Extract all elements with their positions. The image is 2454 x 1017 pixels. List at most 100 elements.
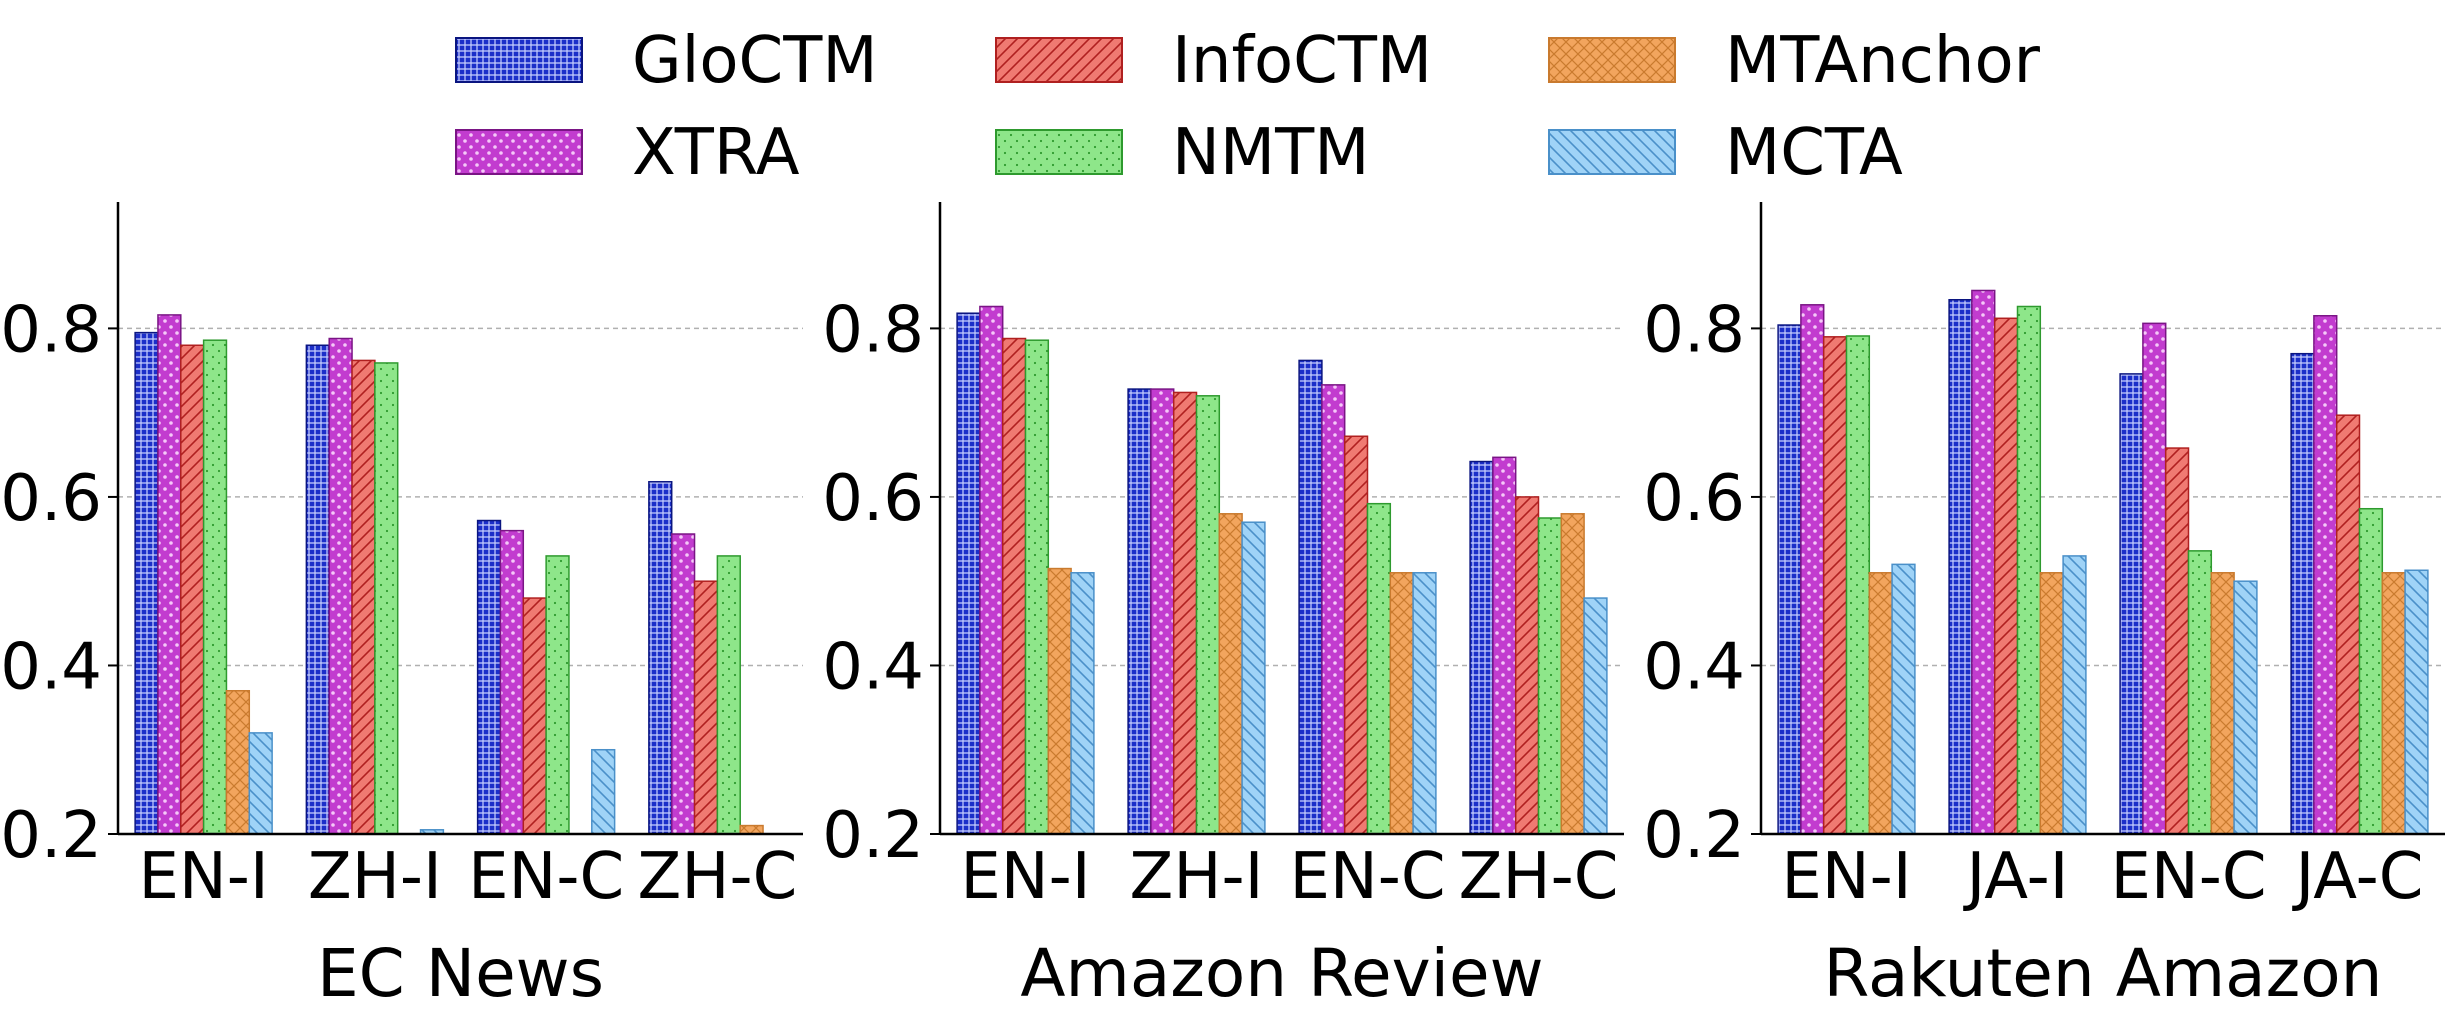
bar-amazon-review-mtanchor-zh-i (1218, 513, 1243, 835)
bar-amazon-review-infoctm-en-c (1343, 435, 1369, 835)
x-tick-label: JA-C (2292, 840, 2424, 914)
bar-ec-news-infoctm-en-c (522, 597, 547, 835)
bar-ec-news-gloctm-zh-c (648, 481, 673, 835)
legend-label-gloctm: GloCTM (632, 24, 878, 98)
legend-swatch-nmtm (995, 129, 1123, 175)
bar-rakuten-amazon-gloctm-en-i (1777, 324, 1802, 835)
bar-amazon-review-xtra-en-c (1321, 384, 1346, 835)
chart-panels: 0.20.40.60.8EN-I ZH-I EN-C ZH-CEC News0.20.… (0, 202, 2445, 1012)
x-tick-label: ZH-I (1130, 840, 1264, 914)
bar-amazon-review-infoctm-en-i (1001, 337, 1027, 835)
x-tick-label: JA-I (1962, 840, 2068, 914)
legend-label-xtra: XTRA (632, 116, 800, 190)
bar-ec-news-xtra-zh-c (670, 533, 696, 835)
bar-rakuten-amazon-xtra-en-c (2142, 322, 2167, 835)
bar-amazon-review-xtra-en-i (979, 305, 1004, 835)
bar-ec-news-nmtm-zh-c (716, 555, 741, 835)
legend-item-nmtm: NMTM (995, 116, 1369, 190)
bar-rakuten-amazon-nmtm-ja-c (2358, 507, 2384, 835)
bar-amazon-review-nmtm-en-i (1024, 339, 1050, 835)
legend-swatch-mcta (1548, 129, 1676, 175)
bar-rakuten-amazon-mcta-en-i (1891, 563, 1916, 835)
y-tick-label: 0.8 (0, 293, 102, 367)
y-tick-label: 0.8 (822, 293, 924, 367)
bar-amazon-review-nmtm-zh-c (1537, 517, 1563, 835)
bar-ec-news-infoctm-en-i (180, 344, 205, 835)
bar-amazon-review-mcta-en-c (1412, 572, 1437, 835)
bar-rakuten-amazon-xtra-en-i (1800, 304, 1825, 835)
x-tick-label: ZH-C (638, 840, 798, 914)
legend-item-gloctm: GloCTM (455, 24, 878, 98)
x-tick-label: EN-C (1289, 840, 1445, 914)
legend-label-mtanchor: MTAnchor (1725, 24, 2041, 98)
y-tick-label: 0.4 (822, 630, 924, 704)
bar-ec-news-mcta-en-i (248, 732, 273, 835)
bar-ec-news-mtanchor-zh-c (739, 824, 764, 835)
bar-amazon-review-nmtm-en-c (1366, 502, 1392, 835)
bar-amazon-review-infoctm-zh-i (1172, 391, 1198, 835)
bar-amazon-review-gloctm-en-c (1298, 359, 1323, 835)
legend: GloCTM InfoCTM MTAnchor XTRA NMTM MCTA (455, 24, 2041, 190)
y-tick-label: 0.6 (1643, 462, 1745, 536)
bar-ec-news-gloctm-en-c (476, 519, 502, 835)
bar-amazon-review-mtanchor-en-c (1389, 572, 1414, 835)
bar-amazon-review-mcta-zh-c (1583, 597, 1608, 835)
panel-ec-news: 0.2 0.4 0.6 0.8 EN-I ZH-I EN-C ZH-C EC News (0, 202, 803, 1012)
bar-rakuten-amazon-mcta-ja-c (2404, 569, 2429, 835)
y-tick-label: 0.6 (0, 462, 102, 536)
bar-ec-news-gloctm-zh-i (305, 344, 330, 835)
x-tick-label: EN-I (960, 840, 1090, 914)
panel-title: Amazon Review (1020, 935, 1543, 1012)
legend-swatch-mtanchor (1548, 37, 1676, 83)
bar-rakuten-amazon-mcta-ja-i (2062, 555, 2087, 835)
bar-ec-news-xtra-zh-i (328, 337, 353, 835)
x-tick-label: EN-I (138, 840, 268, 914)
panel-title: Rakuten Amazon (1824, 935, 2383, 1012)
legend-label-mcta: MCTA (1725, 116, 1903, 190)
y-tick-label: 0.2 (0, 799, 102, 873)
bar-amazon-review-infoctm-zh-c (1514, 496, 1540, 835)
bar-ec-news-infoctm-zh-i (351, 359, 376, 835)
panel-title: EC News (317, 935, 604, 1012)
bar-ec-news-nmtm-zh-i (374, 362, 399, 835)
bar-amazon-review-mcta-zh-i (1241, 521, 1266, 835)
y-tick-label: 0.4 (1643, 630, 1745, 704)
y-tick-label: 0.8 (1643, 293, 1745, 367)
bar-rakuten-amazon-mcta-en-c (2233, 580, 2258, 835)
x-tick-label: EN-I (1781, 840, 1911, 914)
bar-amazon-review-gloctm-en-i (956, 312, 981, 835)
bar-rakuten-amazon-infoctm-en-i (1822, 336, 1848, 835)
legend-item-mcta: MCTA (1548, 116, 1903, 190)
x-tick-label: ZH-C (1459, 840, 1619, 914)
x-tick-label: EN-C (2110, 840, 2266, 914)
bar-rakuten-amazon-mtanchor-en-i (1868, 572, 1893, 835)
bar-rakuten-amazon-xtra-ja-c (2313, 315, 2338, 835)
x-tick-label: ZH-I (308, 840, 442, 914)
bar-amazon-review-gloctm-zh-c (1469, 460, 1494, 835)
legend-swatch-xtra (455, 129, 583, 175)
bar-ec-news-gloctm-en-i (134, 331, 159, 835)
bar-amazon-review-xtra-zh-c (1492, 456, 1517, 835)
y-tick-label: 0.2 (822, 799, 924, 873)
bar-rakuten-amazon-infoctm-ja-c (2335, 414, 2361, 835)
bar-rakuten-amazon-nmtm-en-i (1845, 335, 1871, 835)
bar-ec-news-mtanchor-en-i (225, 689, 251, 835)
legend-item-infoctm: InfoCTM (995, 24, 1432, 98)
bar-amazon-review-xtra-zh-i (1150, 388, 1175, 835)
legend-item-xtra: XTRA (455, 116, 800, 190)
bar-rakuten-amazon-mtanchor-ja-i (2039, 572, 2064, 835)
legend-item-mtanchor: MTAnchor (1548, 24, 2041, 98)
bar-amazon-review-gloctm-zh-i (1127, 388, 1152, 835)
panel-amazon-review: 0.2 0.4 0.6 0.8 EN-I ZH-I EN-C ZH-C Amazon Revie… (822, 202, 1624, 1012)
bar-amazon-review-mtanchor-en-i (1047, 567, 1072, 835)
legend-label-nmtm: NMTM (1172, 116, 1369, 190)
legend-label-infoctm: InfoCTM (1172, 24, 1432, 98)
panel-rakuten-amazon: 0.2 0.4 0.6 0.8 EN-I JA-I EN-C JA-C Rakuten Amaz… (1643, 202, 2445, 1012)
bar-rakuten-amazon-gloctm-ja-c (2290, 352, 2315, 835)
bar-amazon-review-mtanchor-zh-c (1560, 513, 1585, 835)
bar-ec-news-nmtm-en-i (202, 339, 228, 835)
bar-ec-news-xtra-en-c (499, 529, 525, 835)
legend-swatch-infoctm (995, 37, 1123, 83)
y-tick-label: 0.6 (822, 462, 924, 536)
